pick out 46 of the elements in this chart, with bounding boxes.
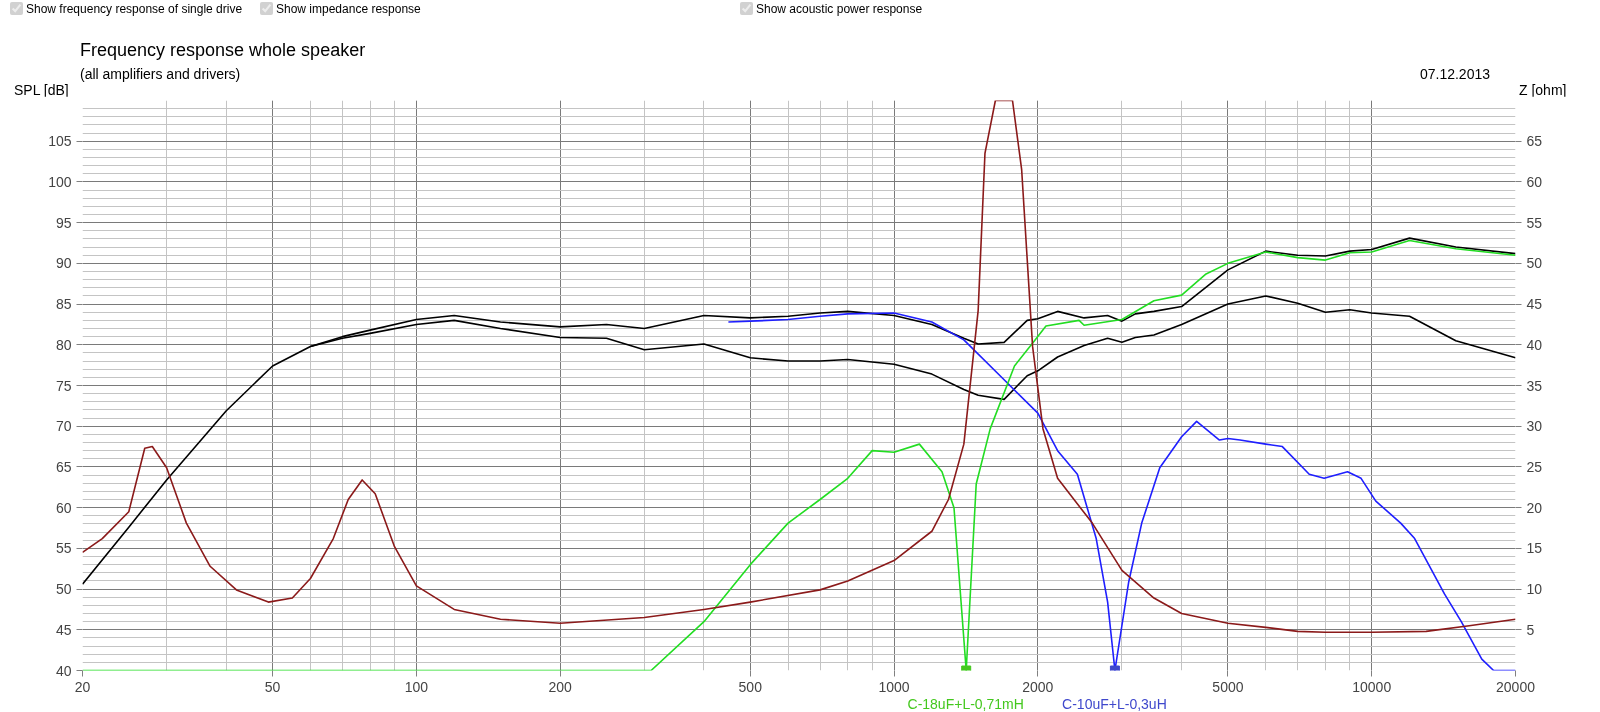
y-tick-label: 100 xyxy=(48,173,72,190)
x-tick-label: 1000 xyxy=(878,678,910,695)
x-tick-label: 100 xyxy=(404,678,429,695)
text: C-18uF+L-0,71mH xyxy=(907,695,1024,712)
y2-tick-label: 45 xyxy=(1526,296,1543,313)
y2-tick-label: 65 xyxy=(1526,133,1543,150)
y2-tick-label: 10 xyxy=(1526,581,1543,598)
y-tick-label: 85 xyxy=(55,296,72,313)
y2-tick-label: 20 xyxy=(1526,499,1543,516)
y-tick-label: 40 xyxy=(55,662,72,679)
y2-tick-label: 60 xyxy=(1526,173,1543,190)
y-tick-label: 90 xyxy=(55,255,72,272)
chart-title: Frequency response whole speaker xyxy=(80,39,366,62)
x-tick-label: 5000 xyxy=(1212,678,1244,695)
y-tick-label: 70 xyxy=(55,418,72,435)
y2-tick-label: 35 xyxy=(1526,377,1543,394)
y-tick-label: 65 xyxy=(55,458,72,475)
chart-subtitle: (all amplifiers and drivers) xyxy=(80,65,241,84)
x-tick-label: 10000 xyxy=(1352,678,1392,695)
y-tick-label: 45 xyxy=(55,621,72,638)
y-tick-label: 95 xyxy=(55,214,72,231)
y2-tick-label: 15 xyxy=(1526,540,1543,557)
y2-tick-label: 50 xyxy=(1526,255,1543,272)
x-tick-label: 20000 xyxy=(1496,678,1536,695)
y-tick-label: 75 xyxy=(55,377,72,394)
text: C-10uF+L-0,3uH xyxy=(1062,695,1167,712)
text: Show impedance response xyxy=(276,2,421,16)
x-tick-label: 20 xyxy=(74,678,91,695)
x-tick-label: 50 xyxy=(264,678,281,695)
x-tick-label: 200 xyxy=(548,678,573,695)
y2-tick-label: 55 xyxy=(1526,214,1543,231)
y-tick-label: 105 xyxy=(48,133,72,150)
y2-tick-label: 5 xyxy=(1526,621,1535,638)
text: 07.12.2013 xyxy=(1419,65,1490,84)
text: Show frequency response of single drive xyxy=(26,2,243,16)
y-tick-label: 55 xyxy=(55,540,72,557)
y-tick-label: 50 xyxy=(55,581,72,598)
x-tick-label: 500 xyxy=(738,678,763,695)
y-tick-label: 80 xyxy=(55,336,72,353)
text: Show acoustic power response xyxy=(756,2,923,16)
y2-tick-label: 25 xyxy=(1526,458,1543,475)
y2-tick-label: 30 xyxy=(1526,418,1543,435)
x-tick-label: 2000 xyxy=(1022,678,1054,695)
y2-tick-label: 40 xyxy=(1526,336,1543,353)
y-tick-label: 60 xyxy=(55,499,72,516)
y2-axis-title: Z [ohm] xyxy=(1519,81,1567,100)
